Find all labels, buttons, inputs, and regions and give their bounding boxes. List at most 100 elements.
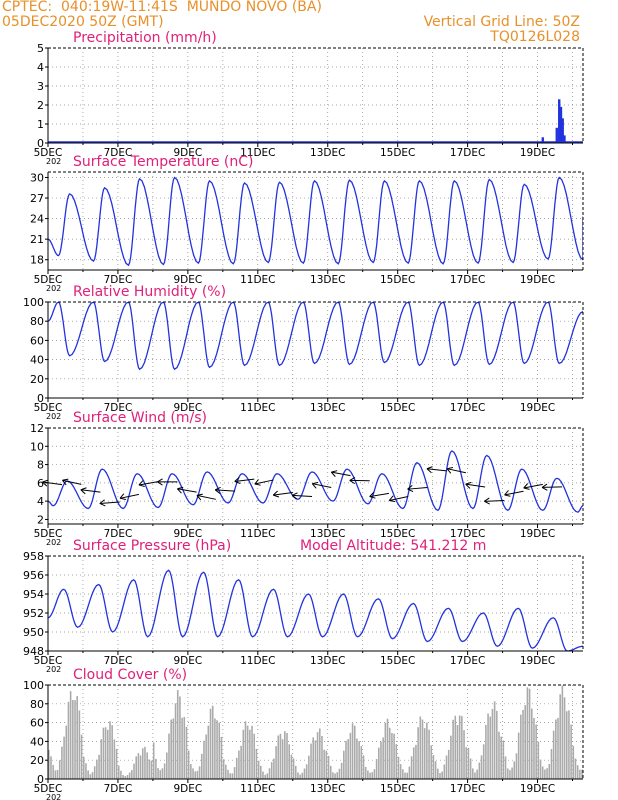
cloud-bar [548, 764, 551, 779]
cloud-bar [157, 768, 159, 779]
precip-ytick-label: 1 [37, 118, 44, 131]
wind-arrow [215, 489, 236, 492]
cloud-bar [176, 690, 179, 779]
cloud-bar [450, 735, 452, 779]
cloud-bar [500, 736, 502, 779]
cloud-bar [273, 758, 275, 779]
cloud-bar [480, 755, 483, 779]
cloud-bar [174, 703, 177, 779]
cloud-bar [91, 772, 94, 779]
temperature-year-label: 202 [46, 284, 61, 293]
humidity-title: Relative Humidity (%) [73, 284, 226, 300]
wind-arrow [504, 490, 524, 496]
wind-arrowhead [484, 497, 490, 505]
cloud-bar [126, 775, 129, 779]
cloud-bar [559, 694, 561, 779]
cloud-bar [100, 739, 103, 779]
cloud-bar [78, 710, 81, 779]
cloud-bar [314, 740, 317, 779]
cloud-ytick-label: 0 [37, 773, 44, 786]
cloud-bar [220, 736, 223, 779]
cloud-bar [288, 744, 290, 779]
wind-arrow [62, 479, 82, 485]
wind-arrow [234, 478, 255, 482]
wind-arrowhead [62, 478, 69, 486]
cloud-bar [286, 733, 288, 779]
cloud-bar [179, 696, 181, 779]
cloud-bar [511, 767, 513, 779]
cloud-bar [568, 710, 570, 779]
precip-ytick-label: 4 [37, 61, 44, 74]
cloud-bar [432, 755, 435, 779]
wind-arrowhead [541, 483, 548, 491]
cloud-bar [281, 739, 284, 779]
cloud-bar [458, 715, 461, 779]
cloud-bar [397, 756, 400, 779]
cloud-bar [222, 759, 225, 779]
humidity-ytick-label: 60 [30, 334, 44, 347]
cloud-bar [310, 743, 312, 779]
cloud-bar [141, 748, 144, 779]
precip-xtick-label: 13DEC [310, 147, 345, 159]
cloud-bar [152, 742, 155, 779]
wind-arrow [138, 481, 159, 486]
pressure-year-label: 202 [46, 665, 61, 674]
cloud-bar [61, 746, 63, 779]
wind-arrowhead [272, 490, 280, 498]
cloud-bar [408, 766, 411, 779]
cloud-bar [378, 747, 380, 779]
wind-arrow [542, 486, 563, 488]
cloud-bar [231, 773, 234, 779]
cloud-xtick-label: 19DEC [520, 783, 555, 795]
cloud-bar [65, 725, 68, 779]
wind-xtick-label: 13DEC [310, 528, 345, 540]
cloud-bar [120, 770, 122, 779]
cloud-ytick-label: 80 [30, 698, 44, 711]
precip-xtick-label: 19DEC [520, 147, 555, 159]
humidity-xtick-label: 5DEC [34, 402, 63, 414]
wind-arrow [177, 488, 197, 493]
cloud-bar [214, 718, 216, 779]
cloud-bar [345, 740, 347, 779]
cloud-bar [375, 759, 378, 779]
cloud-bar [406, 772, 409, 779]
temperature-xtick-label: 9DEC [174, 274, 203, 286]
cloud-bar [415, 744, 417, 779]
cloud-bar [454, 715, 457, 779]
cloud-bar [419, 716, 422, 779]
cloud-bar [159, 770, 162, 779]
cloud-xtick-label: 13DEC [310, 783, 345, 795]
cloud-bar [544, 769, 546, 779]
humidity-ytick-label: 40 [30, 354, 44, 367]
wind-arrow [80, 489, 101, 493]
cloud-bar [294, 765, 297, 779]
temperature-xtick-label: 7DEC [104, 274, 133, 286]
cloud-bar [498, 731, 500, 779]
cloud-bar [487, 713, 489, 779]
cloud-bar [135, 756, 138, 779]
cloud-bar [388, 727, 391, 779]
cloud-bar [235, 757, 238, 779]
model-id: TQ0126L028 [490, 29, 580, 45]
temperature-xtick-label: 17DEC [450, 274, 485, 286]
cloud-bar [284, 731, 286, 779]
cloud-bar [290, 754, 293, 779]
cloud-bar [367, 770, 369, 779]
cloud-bar [338, 768, 341, 779]
cloud-bar [266, 773, 269, 779]
cloud-xtick-label: 15DEC [380, 783, 415, 795]
cloud-bar [63, 736, 65, 779]
cloud-bar [546, 768, 548, 779]
cloud-bar [402, 769, 404, 779]
cloud-bar [349, 732, 352, 779]
pressure-xtick-label: 17DEC [450, 655, 485, 667]
cloud-bar [393, 733, 395, 779]
temperature-ytick-label: 18 [30, 254, 44, 267]
cloud-bar [395, 744, 398, 779]
precip-xtick-label: 11DEC [240, 147, 275, 159]
wind-ytick-label: 2 [37, 513, 44, 526]
cloud-bar [146, 752, 148, 779]
cloud-xtick-label: 11DEC [240, 783, 275, 795]
cloud-bar [50, 756, 52, 779]
temperature-line [48, 176, 583, 267]
